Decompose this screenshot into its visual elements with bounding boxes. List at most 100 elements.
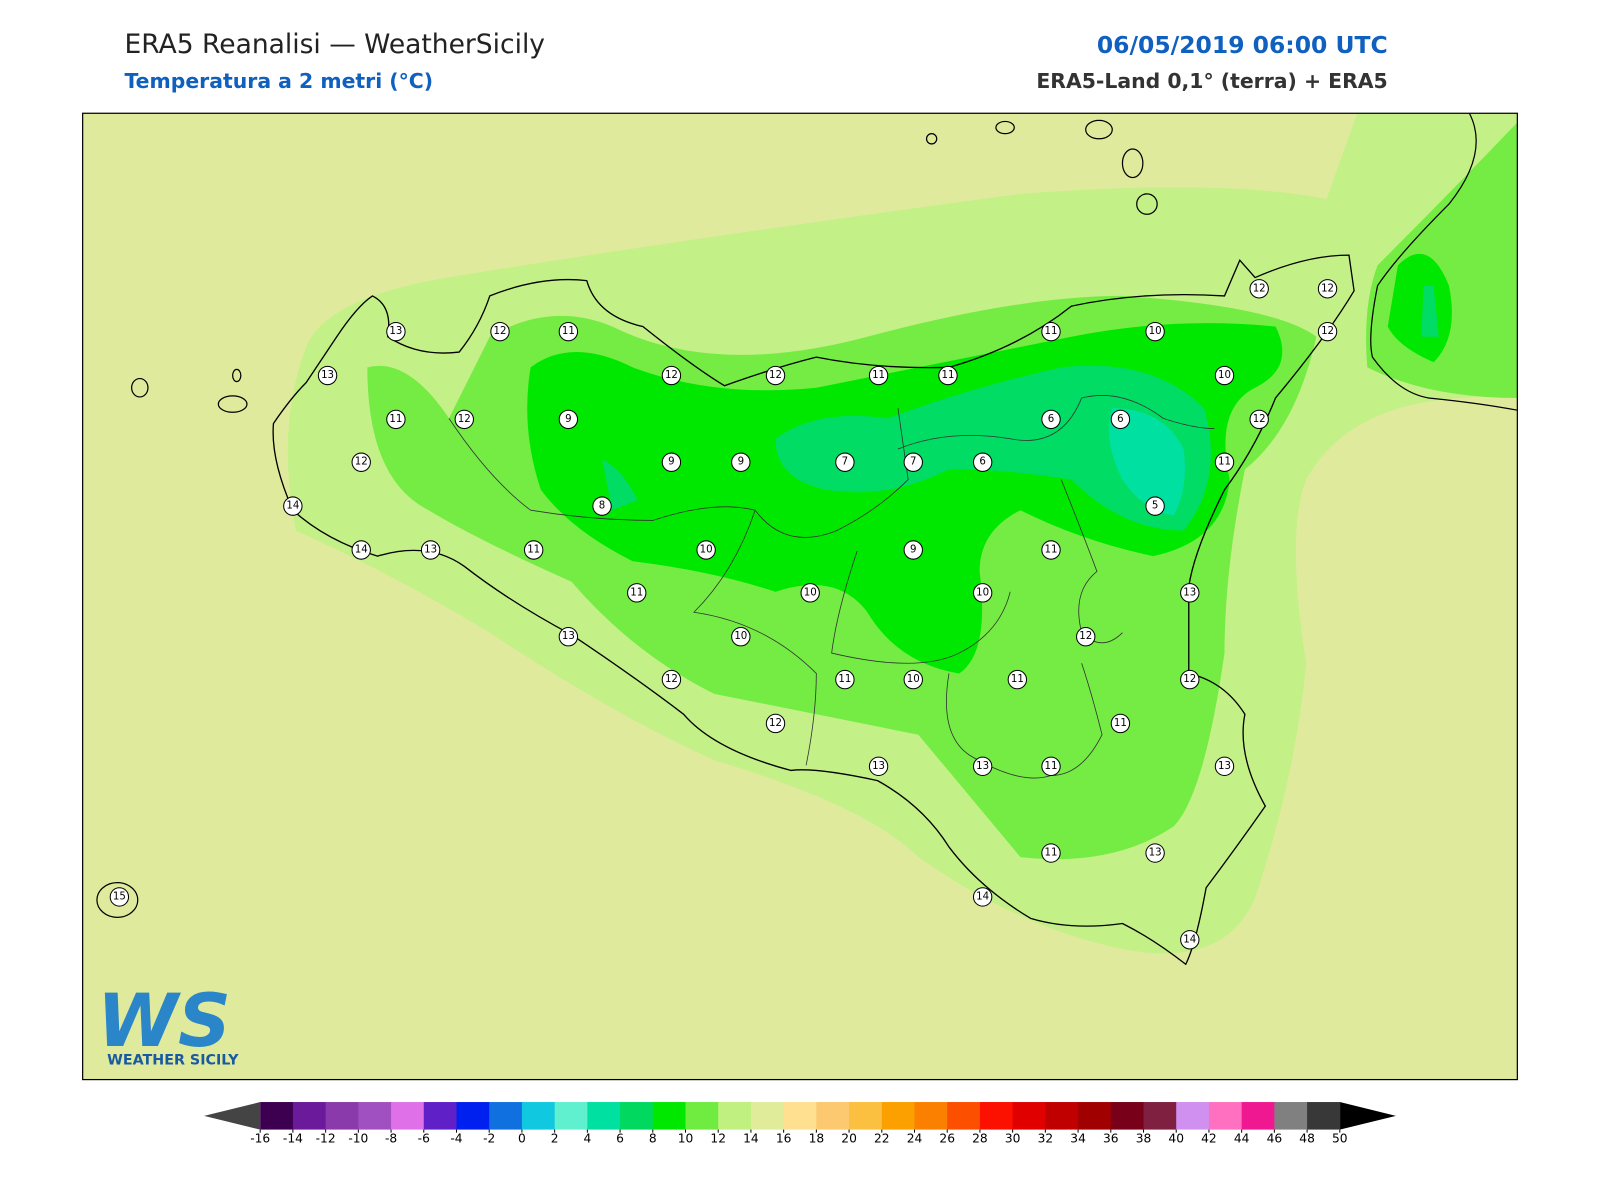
colorbar-cell (325, 1102, 359, 1130)
station: 10 (800, 583, 820, 603)
station-marker (835, 669, 855, 690)
station-marker (386, 409, 406, 430)
colorbar-tick-label: 48 (1299, 1131, 1315, 1145)
colorbar-tick-label: 16 (776, 1131, 792, 1145)
station-marker (351, 452, 371, 472)
station-value: 13 (1183, 587, 1196, 598)
station: 9 (558, 409, 579, 430)
station: 12 (1317, 279, 1338, 299)
station-value: 12 (769, 718, 782, 729)
station: 13 (972, 756, 993, 777)
station: 9 (661, 452, 682, 472)
station-marker (1041, 409, 1061, 430)
station-marker (972, 887, 993, 907)
station-value: 11 (872, 370, 885, 381)
station-marker (386, 321, 406, 342)
station-value: 9 (668, 457, 674, 468)
station-value: 12 (1321, 326, 1334, 337)
station: 7 (835, 452, 855, 472)
colorbar-tick-label: 0 (518, 1131, 526, 1145)
colorbar-tick-label: 32 (1038, 1131, 1054, 1145)
station: 10 (731, 627, 751, 647)
station: 13 (317, 365, 338, 386)
station-marker (1249, 279, 1269, 299)
colorbar-tick-label: -8 (385, 1131, 397, 1145)
station-value: 10 (804, 587, 817, 598)
station-marker (1180, 669, 1200, 690)
colorbar-cell (292, 1102, 327, 1130)
colorbar-cell (718, 1102, 752, 1130)
station: 11 (523, 540, 544, 560)
isotherm-4-6 (1108, 408, 1185, 516)
station-marker (1180, 930, 1200, 950)
colorbar-tick-label: 50 (1332, 1131, 1348, 1145)
province-borders (448, 395, 1215, 779)
station-value: 11 (562, 326, 575, 337)
station-value: 11 (838, 674, 851, 685)
station: 11 (1110, 713, 1131, 734)
subtitle: Temperatura a 2 metri (°C) (124, 69, 433, 93)
station-value: 7 (842, 457, 848, 468)
station-value: 6 (979, 457, 985, 468)
station-marker (903, 452, 923, 472)
colorbar-tick-label: 40 (1168, 1131, 1184, 1145)
station: 10 (1145, 321, 1165, 342)
colorbar-tick-label: 36 (1103, 1131, 1119, 1145)
station: 11 (1041, 756, 1061, 777)
station-marker (558, 321, 579, 342)
station: 12 (1249, 409, 1269, 430)
station: 11 (558, 321, 579, 342)
station-value: 13 (321, 370, 334, 381)
station-marker (731, 627, 751, 647)
station-marker (592, 496, 612, 516)
station-value: 12 (1253, 283, 1266, 294)
isotherm-6-8 (602, 365, 1211, 531)
colorbar-cell (358, 1102, 392, 1130)
colorbar-cell (489, 1102, 523, 1130)
colorbar-cell (750, 1102, 785, 1130)
station-value: 13 (872, 761, 885, 772)
station: 12 (1317, 321, 1338, 342)
station: 11 (1041, 321, 1061, 342)
station: 12 (765, 713, 786, 734)
station-value: 8 (599, 501, 605, 512)
station: 15 (109, 887, 130, 907)
station-value: 12 (1079, 631, 1092, 642)
colorbar-tick-label: 18 (809, 1131, 825, 1145)
station-marker (868, 365, 889, 386)
station-marker (868, 756, 889, 777)
colorbar-tick-label: 12 (710, 1131, 726, 1145)
colorbar: -16 -14 -12 -10 -8 -6 -4 -2 0 2 4 6 8 10 12 14 16 18 20 22 2… (204, 1102, 1396, 1145)
station-marker (317, 365, 338, 386)
colorbar-cell (816, 1102, 850, 1130)
station-marker (109, 887, 130, 907)
station-marker (903, 669, 923, 690)
colorbar-cell (1274, 1102, 1308, 1130)
station: 11 (1041, 540, 1061, 560)
station-marker (1041, 321, 1061, 342)
station-value: 13 (424, 545, 437, 556)
station-value: 7 (910, 457, 916, 468)
map-frame (82, 112, 1518, 1081)
colorbar-cell (554, 1102, 588, 1130)
station-marker (1180, 583, 1200, 603)
station-value: 14 (286, 501, 299, 512)
station-marker (661, 669, 682, 690)
colorbar-tick-label: -16 (250, 1131, 270, 1145)
station: 12 (351, 452, 371, 472)
station-marker (420, 540, 441, 560)
station-marker (1145, 496, 1165, 516)
colorbar-cell (1208, 1102, 1243, 1130)
station-value: 9 (565, 414, 571, 425)
colorbar-cell (914, 1102, 948, 1130)
station-value: 12 (665, 674, 678, 685)
colorbar-cell (1045, 1102, 1079, 1130)
station-marker (1145, 321, 1165, 342)
station-value: 12 (1321, 283, 1334, 294)
station: 12 (1076, 627, 1096, 647)
station: 9 (903, 540, 923, 560)
colorbar-tick-label: -2 (483, 1131, 495, 1145)
colorbar-tick-label: 6 (616, 1131, 624, 1145)
station: 12 (1180, 669, 1200, 690)
colorbar-cell (521, 1102, 556, 1130)
